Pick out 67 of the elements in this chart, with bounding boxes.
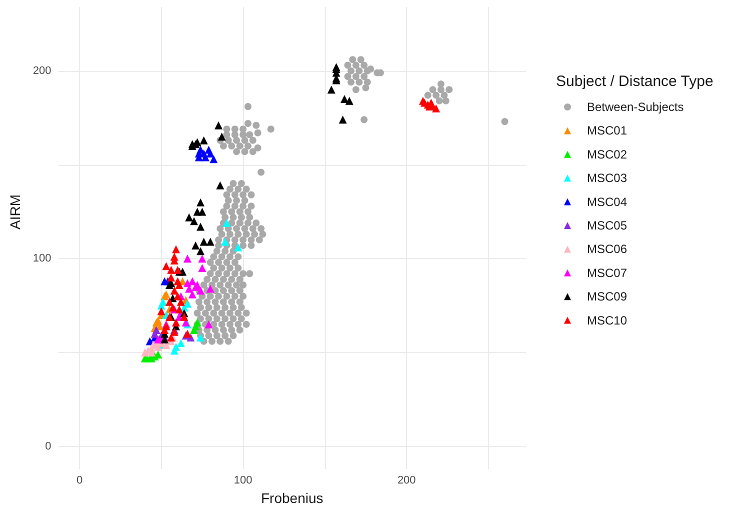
point — [158, 298, 167, 306]
point — [167, 273, 176, 282]
legend-title: Subject / Distance Type — [556, 73, 714, 90]
point — [175, 305, 184, 314]
point — [327, 86, 336, 94]
point — [192, 242, 200, 250]
point — [190, 217, 198, 226]
point — [338, 116, 347, 124]
point — [162, 262, 170, 270]
point — [206, 149, 214, 158]
point — [180, 312, 188, 321]
point — [201, 153, 210, 162]
point — [206, 238, 214, 246]
point — [198, 208, 206, 216]
legend-label: MSC03 — [587, 171, 628, 186]
legend-label: Between-Subjects — [587, 100, 684, 114]
point — [176, 298, 185, 306]
point — [196, 198, 205, 206]
point — [210, 155, 218, 164]
point — [167, 266, 176, 274]
point — [185, 213, 194, 222]
point — [157, 307, 166, 316]
legend-label: MSC01 — [587, 124, 628, 138]
point — [218, 132, 226, 141]
x-axis-title: Frobenius — [260, 490, 324, 506]
point — [196, 247, 205, 256]
point — [172, 318, 180, 327]
point — [172, 245, 180, 254]
point — [200, 136, 208, 144]
point — [196, 334, 205, 342]
x-tick-label: 200 — [397, 474, 416, 486]
point — [198, 254, 206, 263]
point — [172, 342, 180, 351]
x-tick-label: 0 — [76, 474, 83, 486]
y-tick-label: 100 — [32, 252, 52, 265]
point — [198, 264, 206, 272]
legend-label: MSC04 — [587, 194, 628, 209]
point — [188, 290, 196, 298]
point — [190, 326, 198, 334]
y-tick-label: 0 — [45, 440, 52, 452]
point — [176, 339, 185, 348]
point — [216, 181, 224, 190]
point — [165, 298, 174, 306]
point — [221, 238, 230, 246]
legend-label: MSC05 — [587, 218, 628, 232]
point — [175, 280, 184, 289]
point — [204, 320, 213, 328]
legend-label: MSC06 — [587, 242, 628, 256]
point — [206, 284, 214, 293]
point — [183, 279, 192, 288]
point — [345, 96, 354, 105]
point — [178, 268, 187, 276]
legend-label: MSC10 — [587, 313, 628, 328]
point — [340, 95, 348, 104]
legend-label: MSC02 — [587, 147, 628, 162]
y-axis-title: AIRM — [7, 194, 23, 230]
point — [196, 286, 205, 295]
point — [196, 222, 205, 231]
legend-label: MSC07 — [587, 266, 628, 280]
point — [183, 254, 192, 263]
x-tick-label: 100 — [234, 474, 252, 486]
point — [234, 243, 242, 252]
y-tick-label: 200 — [32, 64, 52, 77]
legend-label: MSC09 — [587, 290, 628, 304]
point — [214, 121, 223, 130]
point — [222, 218, 231, 227]
point — [200, 238, 208, 246]
